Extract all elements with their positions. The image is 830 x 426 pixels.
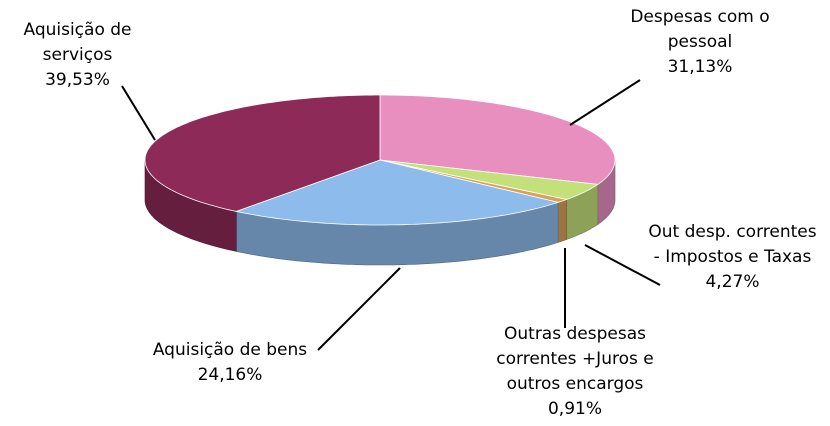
slice-label: Aquisição de bens 24,16% [130, 338, 330, 388]
slice-value: 39,53% [45, 70, 110, 90]
slice [144, 94, 381, 212]
leader-line [584, 244, 661, 286]
slice-label: Outras despesas correntes +Juros e outro… [485, 322, 665, 422]
slice-value: 24,16% [197, 365, 263, 385]
slice-name: Aquisição de bens [152, 340, 308, 360]
slice-label: Despesas com o pessoal 31,13% [615, 5, 785, 80]
slice-value: 0,91% [547, 399, 602, 419]
slice [234, 159, 560, 226]
leader-line [317, 267, 401, 351]
slice [379, 159, 599, 200]
leader-line [121, 85, 156, 141]
slice-label: Aquisição de serviços 39,53% [0, 18, 155, 93]
slice-name: Despesas com o pessoal [630, 7, 770, 52]
slice-label: Out desp. correntes - Impostos e Taxas 4,… [645, 220, 820, 295]
slice [379, 94, 616, 185]
leader-line [569, 79, 641, 126]
slice-side [557, 199, 567, 243]
slice-value: 4,27% [705, 272, 760, 292]
slice-name: Outras despesas correntes +Juros e outro… [496, 324, 654, 394]
slice-name: Out desp. correntes - Impostos e Taxas [648, 222, 817, 267]
slice-name: Aquisição de serviços [23, 20, 132, 65]
slice-value: 31,13% [667, 57, 733, 77]
